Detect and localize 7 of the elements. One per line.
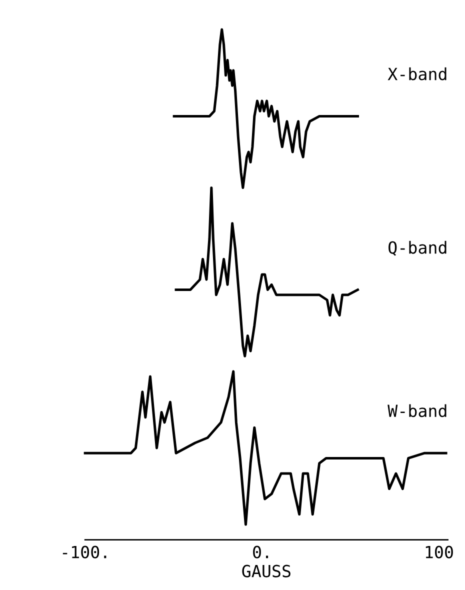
x-tick-label: 0. <box>253 546 268 558</box>
x-tick-label: 100 <box>426 546 453 558</box>
text: Q-band <box>388 240 446 256</box>
text: W-band <box>388 404 446 418</box>
text: X-band <box>388 67 446 80</box>
x-axis-title: GAUSS <box>242 564 290 578</box>
x-tick-label: -100. <box>62 546 106 558</box>
